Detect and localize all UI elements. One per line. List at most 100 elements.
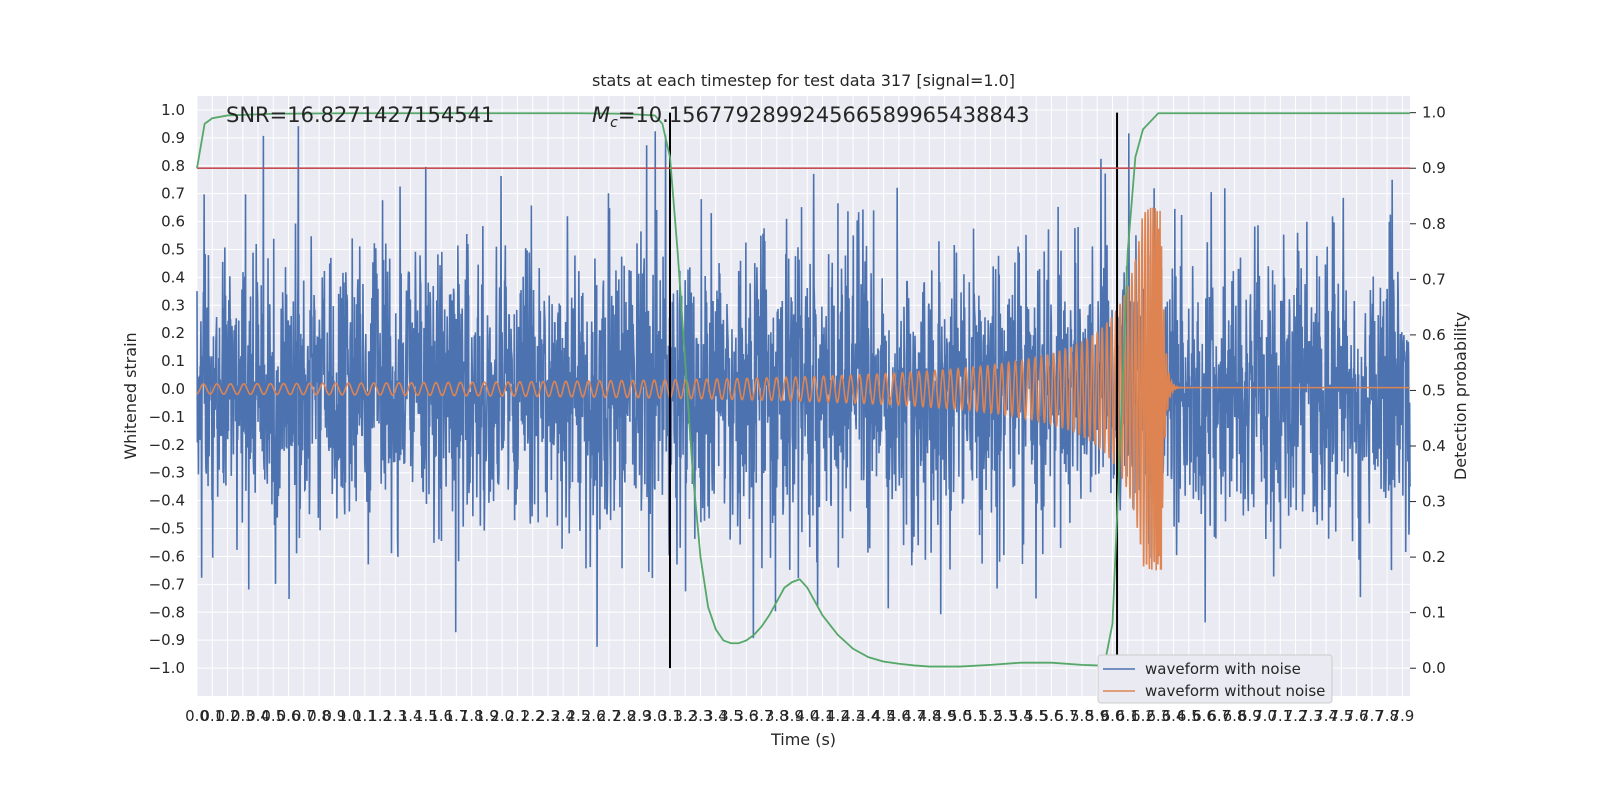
x-tick-label: 5.0 bbox=[948, 707, 972, 725]
x-tick-label: 1.6 bbox=[429, 707, 453, 725]
x-tick-label: 0.6 bbox=[277, 707, 301, 725]
y-tick-label: −0.6 bbox=[149, 547, 185, 565]
y-tick-label: −1.0 bbox=[149, 659, 185, 677]
y2-tick-label: 0.5 bbox=[1422, 381, 1446, 399]
x-tick-label: 4.6 bbox=[887, 707, 911, 725]
x-tick-label: 0.8 bbox=[307, 707, 331, 725]
x-tick-label: 6.0 bbox=[1101, 707, 1125, 725]
clean-waveform-line bbox=[196, 207, 1410, 571]
x-tick-label: 2.2 bbox=[521, 707, 545, 725]
x-tick-label: 1.9 bbox=[475, 707, 499, 725]
x-tick-label: 5.8 bbox=[1070, 707, 1094, 725]
y-axis-label: Whitened strain bbox=[121, 332, 140, 459]
x-tick-label: 7.9 bbox=[1390, 707, 1414, 725]
x-tick-label: 3.8 bbox=[765, 707, 789, 725]
x-tick-label: 4.4 bbox=[856, 707, 880, 725]
x-tick-label: 0.1 bbox=[200, 707, 224, 725]
y-tick-label: 0.6 bbox=[161, 213, 185, 231]
y2-tick-label: 0.3 bbox=[1422, 493, 1446, 511]
y-tick-label: −0.7 bbox=[149, 575, 185, 593]
x-tick-label: 7.1 bbox=[1268, 707, 1292, 725]
y-tick-label: 0.5 bbox=[161, 240, 185, 258]
x-tick-label: 4.7 bbox=[902, 707, 926, 725]
x-tick-label: 5.2 bbox=[978, 707, 1002, 725]
y-axis-ticks: −1.0 −0.9 −0.8 −0.7 −0.6 −0.5 −0.4 −0.3 −0.2 −0.1… bbox=[149, 101, 185, 677]
x-tick-label: 6.5 bbox=[1177, 707, 1201, 725]
chirp-mass-subscript: c bbox=[610, 115, 618, 131]
x-tick-label: 5.5 bbox=[1024, 707, 1048, 725]
legend-label-clean: waveform without noise bbox=[1145, 682, 1325, 700]
y-tick-label: 0.1 bbox=[161, 352, 185, 370]
x-tick-label: 6.6 bbox=[1192, 707, 1216, 725]
y-tick-label: −0.8 bbox=[149, 603, 185, 621]
x-tick-label: 1.5 bbox=[414, 707, 438, 725]
x-tick-label: 1.4 bbox=[399, 707, 423, 725]
x-tick-label: 1.0 bbox=[338, 707, 362, 725]
x-tick-label: 7.8 bbox=[1375, 707, 1399, 725]
y-tick-label: 0.7 bbox=[161, 185, 185, 203]
y-tick-label: −0.9 bbox=[149, 631, 185, 649]
y2-tick-label: 0.4 bbox=[1422, 437, 1446, 455]
legend: waveform with noise waveform without noi… bbox=[1097, 654, 1333, 704]
y-tick-label: −0.2 bbox=[149, 436, 185, 454]
x-tick-label: 7.7 bbox=[1360, 707, 1384, 725]
x-tick-label: 0.0 bbox=[185, 707, 209, 725]
x-tick-label: 1.7 bbox=[444, 707, 468, 725]
x-tick-label: 2.4 bbox=[551, 707, 575, 725]
chirp-mass-annotation: Mc=10.156779289924566589965438843 bbox=[592, 103, 1030, 131]
noise-waveform-line bbox=[196, 126, 1411, 647]
x-tick-label: 2.9 bbox=[628, 707, 652, 725]
x-tick-label: 0.5 bbox=[261, 707, 285, 725]
x-tick-label: 3.6 bbox=[734, 707, 758, 725]
x-tick-label: 1.1 bbox=[353, 707, 377, 725]
x-tick-label: 2.1 bbox=[505, 707, 529, 725]
y2-tick-label: 0.2 bbox=[1422, 548, 1446, 566]
y2-tick-label: 0.8 bbox=[1422, 215, 1446, 233]
x-tick-label: 4.3 bbox=[841, 707, 865, 725]
x-tick-label: 3.1 bbox=[658, 707, 682, 725]
x-tick-label: 0.2 bbox=[216, 707, 240, 725]
series-waveform-without-noise bbox=[196, 207, 1410, 571]
x-tick-label: 7.2 bbox=[1284, 707, 1308, 725]
y-tick-label: −0.1 bbox=[149, 408, 185, 426]
x-tick-label: 5.4 bbox=[1009, 707, 1033, 725]
x-tick-label: 4.5 bbox=[872, 707, 896, 725]
y-tick-label: 0.4 bbox=[161, 268, 185, 286]
x-tick-label: 7.6 bbox=[1345, 707, 1369, 725]
legend-label-noise: waveform with noise bbox=[1145, 660, 1301, 678]
x-tick-label: 7.3 bbox=[1299, 707, 1323, 725]
y-tick-label: 0.8 bbox=[161, 157, 185, 175]
x-tick-label: 6.1 bbox=[1116, 707, 1140, 725]
x-tick-label: 4.0 bbox=[795, 707, 819, 725]
x-tick-label: 6.4 bbox=[1162, 707, 1186, 725]
x-tick-label: 0.9 bbox=[322, 707, 346, 725]
y2-tick-label: 0.9 bbox=[1422, 159, 1446, 177]
x-tick-label: 7.4 bbox=[1314, 707, 1338, 725]
x-tick-label: 6.8 bbox=[1223, 707, 1247, 725]
y-tick-label: 1.0 bbox=[161, 101, 185, 119]
legend-box bbox=[1097, 654, 1333, 704]
y-tick-label: 0.9 bbox=[161, 129, 185, 147]
y-tick-label: −0.3 bbox=[149, 464, 185, 482]
x-axis-label: Time (s) bbox=[770, 730, 836, 749]
x-axis-ticks: 0.00.10.20.30.40.50.60.70.80.91.01.11.21… bbox=[185, 707, 1414, 725]
x-tick-label: 3.5 bbox=[719, 707, 743, 725]
x-tick-label: 3.0 bbox=[643, 707, 667, 725]
x-tick-label: 3.4 bbox=[704, 707, 728, 725]
x-tick-label: 2.8 bbox=[612, 707, 636, 725]
reference-lines bbox=[197, 112, 1410, 669]
x-tick-label: 2.5 bbox=[567, 707, 591, 725]
x-tick-label: 1.8 bbox=[460, 707, 484, 725]
x-tick-label: 5.9 bbox=[1085, 707, 1109, 725]
snr-annotation: SNR=16.8271427154541 bbox=[226, 103, 494, 127]
chirp-mass-value: =10.156779289924566589965438843 bbox=[618, 103, 1030, 127]
y2-tick-label: 0.1 bbox=[1422, 604, 1446, 622]
x-tick-label: 4.2 bbox=[826, 707, 850, 725]
chirp-mass-symbol: M bbox=[592, 103, 610, 127]
y2-tick-label: 0.7 bbox=[1422, 270, 1446, 288]
y-tick-label: −0.5 bbox=[149, 520, 185, 538]
series-waveform-with-noise bbox=[196, 126, 1411, 647]
x-tick-label: 5.6 bbox=[1040, 707, 1064, 725]
x-tick-label: 0.7 bbox=[292, 707, 316, 725]
